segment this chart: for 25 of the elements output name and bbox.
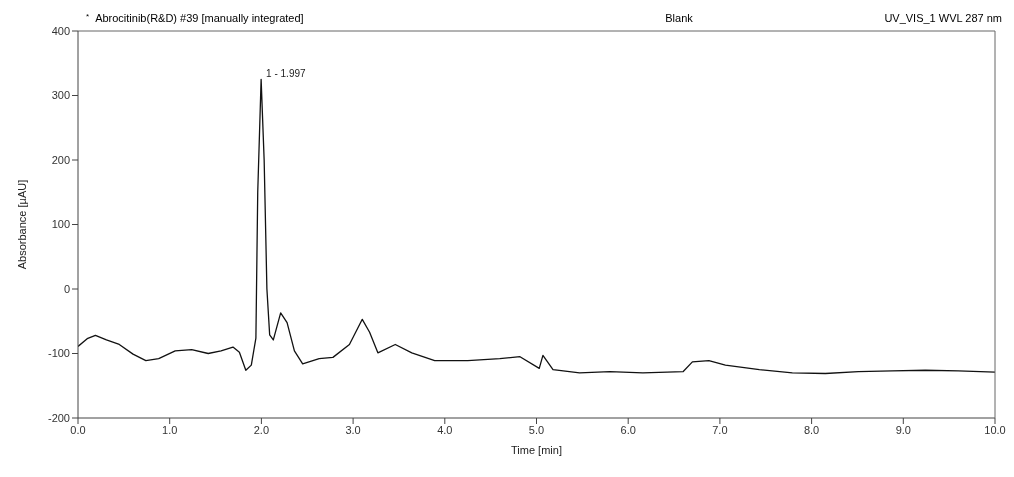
y-tick-label: 300: [51, 89, 70, 102]
x-tick-label: 9.0: [895, 423, 911, 436]
y-tick-label: 400: [51, 24, 70, 37]
y-tick-label: 0: [63, 282, 70, 295]
annotation: 1 - 1.997: [266, 67, 307, 79]
y-tick-label: 200: [51, 153, 70, 166]
text: UV_VIS_1 WVL 287 nm: [884, 12, 1002, 24]
chart-subtitle: Blank: [665, 12, 693, 24]
x-tick-label: 6.0: [620, 423, 636, 436]
x-tick-label: 10.0: [984, 423, 1006, 436]
y-tick-label: 100: [51, 218, 70, 231]
x-tick-label: 5.0: [528, 423, 545, 436]
x-tick-label: 0.0: [70, 423, 86, 436]
y-tick-label: -100: [47, 347, 70, 360]
x-tick-label: 3.0: [345, 423, 361, 436]
x-tick-label: 1.0: [162, 423, 178, 436]
x-axis-title: Time [min]: [511, 444, 562, 456]
text: *: [86, 12, 90, 21]
y-axis-title: Absorbance [µAU]: [15, 179, 28, 270]
line-series: [78, 78, 995, 375]
x-tick-label: 7.0: [712, 423, 728, 436]
x-tick-label: 8.0: [803, 423, 820, 436]
x-tick-label: 2.0: [253, 423, 270, 436]
y-tick-label: -200: [47, 411, 70, 424]
x-tick-label: 4.0: [437, 423, 453, 436]
